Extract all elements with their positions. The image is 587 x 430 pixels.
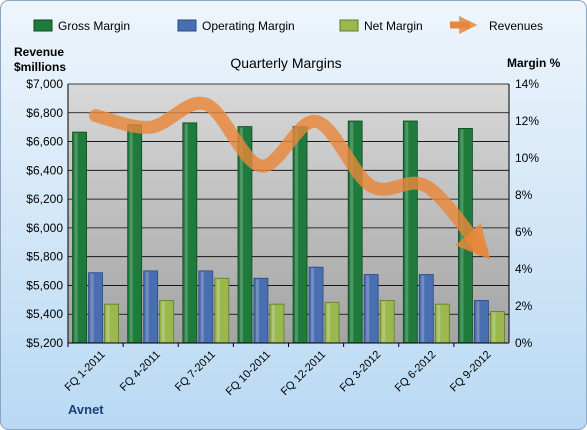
net-margin-bar-shine: [437, 305, 441, 342]
operating-margin-bar-shine: [200, 271, 204, 342]
operating-margin-bar-shine: [311, 268, 315, 342]
left-axis-label-line1: Revenue: [14, 45, 64, 59]
operating-margin-bar-shine: [145, 271, 149, 342]
gross-margin-bar-shine: [405, 122, 409, 342]
bars: [72, 120, 505, 344]
legend-swatch-gross-margin: [33, 19, 53, 32]
operating-margin-bar-shine: [421, 275, 425, 342]
right-tick-label: 8%: [515, 188, 533, 202]
legend-swatch-net-margin: [339, 19, 359, 32]
right-tick-label: 4%: [515, 262, 533, 276]
operating-margin-bar-shine: [255, 279, 259, 342]
left-tick-label: $6,400: [26, 163, 63, 177]
net-margin-bar-shine: [492, 312, 496, 342]
legend-label-operating-margin: Operating Margin: [202, 19, 295, 33]
gross-margin-bar-shine: [295, 127, 299, 342]
revenue-line: [89, 96, 491, 260]
net-margin-bar-shine: [327, 303, 331, 342]
right-tick-label: 0%: [515, 336, 533, 350]
legend-label-gross-margin: Gross Margin: [58, 19, 130, 33]
legend-swatch-operating-margin: [177, 19, 197, 32]
net-margin-bar-shine: [106, 305, 110, 342]
right-tick-label: 14%: [515, 77, 539, 91]
gross-margin-bar-shine: [74, 133, 78, 342]
net-margin-bar-shine: [216, 279, 220, 342]
revenue-line-path: [89, 96, 491, 260]
gross-margin-bar-shine: [184, 123, 188, 342]
gross-margin-bar-shine: [350, 122, 354, 342]
footer-company: Avnet: [68, 402, 104, 417]
net-margin-bar-shine: [271, 305, 275, 342]
left-tick-label: $6,600: [26, 135, 63, 149]
gross-margin-bar-shine: [239, 127, 243, 342]
left-tick-label: $6,000: [26, 221, 63, 235]
left-tick-label: $6,800: [26, 106, 63, 120]
right-tick-label: 6%: [515, 225, 533, 239]
left-tick-label: $5,200: [26, 336, 63, 350]
right-tick-label: 2%: [515, 299, 533, 313]
legend-label-net-margin: Net Margin: [364, 19, 423, 33]
right-tick-label: 10%: [515, 151, 539, 165]
chart-title: Quarterly Margins: [230, 55, 341, 71]
right-tick-label: 12%: [515, 114, 539, 128]
left-tick-label: $5,600: [26, 278, 63, 292]
left-tick-label: $5,800: [26, 250, 63, 264]
net-margin-bar-shine: [382, 301, 386, 342]
operating-margin-bar-shine: [476, 301, 480, 342]
operating-margin-bar-shine: [366, 275, 370, 342]
legend-label-revenues: Revenues: [489, 19, 543, 33]
operating-margin-bar-shine: [90, 273, 94, 342]
left-tick-label: $5,400: [26, 307, 63, 321]
right-axis-label: Margin %: [507, 56, 561, 70]
net-margin-bar-shine: [161, 301, 165, 342]
left-tick-label: $6,200: [26, 192, 63, 206]
legend: Gross Margin Operating Margin Net Margin…: [33, 15, 543, 35]
gross-margin-bar-shine: [129, 125, 133, 342]
left-tick-label: $7,000: [26, 77, 63, 91]
left-axis-label-line2: $millions: [14, 60, 66, 74]
